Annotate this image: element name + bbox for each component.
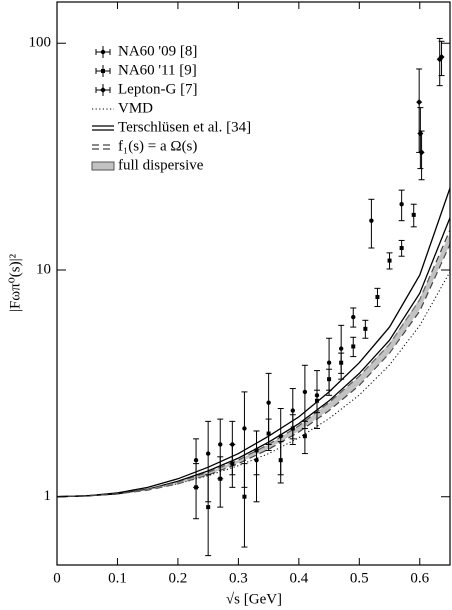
x-tick-label: 0 <box>53 570 61 586</box>
marker <box>375 295 380 300</box>
marker <box>351 314 356 320</box>
x-tick-label: 0.2 <box>169 570 188 586</box>
marker <box>369 218 374 223</box>
marker <box>290 426 295 431</box>
marker <box>302 389 308 395</box>
y-axis-label: |Fωπ⁰(s)|² <box>7 253 23 312</box>
curve <box>57 187 450 498</box>
marker <box>193 457 199 463</box>
marker <box>278 458 283 463</box>
curve <box>57 271 450 498</box>
plot-frame <box>56 1 451 566</box>
curve <box>57 243 450 498</box>
legend-symbol <box>100 87 106 93</box>
legend-symbol <box>91 161 115 171</box>
legend-label: VMD <box>118 100 153 116</box>
curve <box>57 229 450 498</box>
x-tick-label: 0.1 <box>108 570 127 586</box>
x-tick-label: 0.4 <box>289 570 308 586</box>
marker <box>314 398 319 403</box>
legend-symbol <box>100 49 106 55</box>
legend-label: NA60 '09 [8] <box>118 43 197 59</box>
legend-symbol <box>101 69 105 73</box>
y-tick-label: 10 <box>36 261 51 277</box>
marker <box>438 53 445 60</box>
marker <box>266 431 271 436</box>
marker <box>399 202 404 207</box>
marker <box>363 326 368 331</box>
marker <box>205 451 211 456</box>
legend-label: Lepton-G [7] <box>118 81 198 97</box>
marker <box>416 99 423 106</box>
legend-label: full dispersive <box>118 157 204 173</box>
marker <box>339 360 344 365</box>
x-tick-label: 0.6 <box>410 570 429 586</box>
marker <box>194 485 199 490</box>
marker <box>351 344 356 349</box>
marker <box>230 461 235 466</box>
marker <box>399 246 404 251</box>
y-tick-label: 100 <box>29 35 52 51</box>
marker <box>242 426 247 431</box>
marker <box>206 505 211 510</box>
marker <box>338 346 344 351</box>
legend-label: NA60 '11 [9] <box>118 62 197 78</box>
legend-label: f₁(s) = a Ω(s) <box>118 138 197 154</box>
marker <box>218 442 223 447</box>
marker <box>242 494 247 499</box>
marker <box>290 408 295 413</box>
curve <box>57 217 450 498</box>
marker <box>266 400 271 405</box>
marker <box>387 258 392 263</box>
legend-label: Terschlüsen et al. [34] <box>118 119 251 135</box>
band <box>57 233 450 497</box>
marker <box>254 448 259 453</box>
x-tick-label: 0.5 <box>350 570 369 586</box>
marker <box>326 360 332 365</box>
marker <box>411 212 416 217</box>
plot <box>57 37 450 557</box>
marker <box>278 433 283 439</box>
marker <box>218 476 223 481</box>
y-tick-label: 1 <box>44 488 52 504</box>
x-axis-label: √s [GeV] <box>226 591 282 607</box>
marker <box>302 434 307 439</box>
marker <box>327 377 332 382</box>
x-tick-label: 0.3 <box>229 570 248 586</box>
marker <box>418 149 425 156</box>
